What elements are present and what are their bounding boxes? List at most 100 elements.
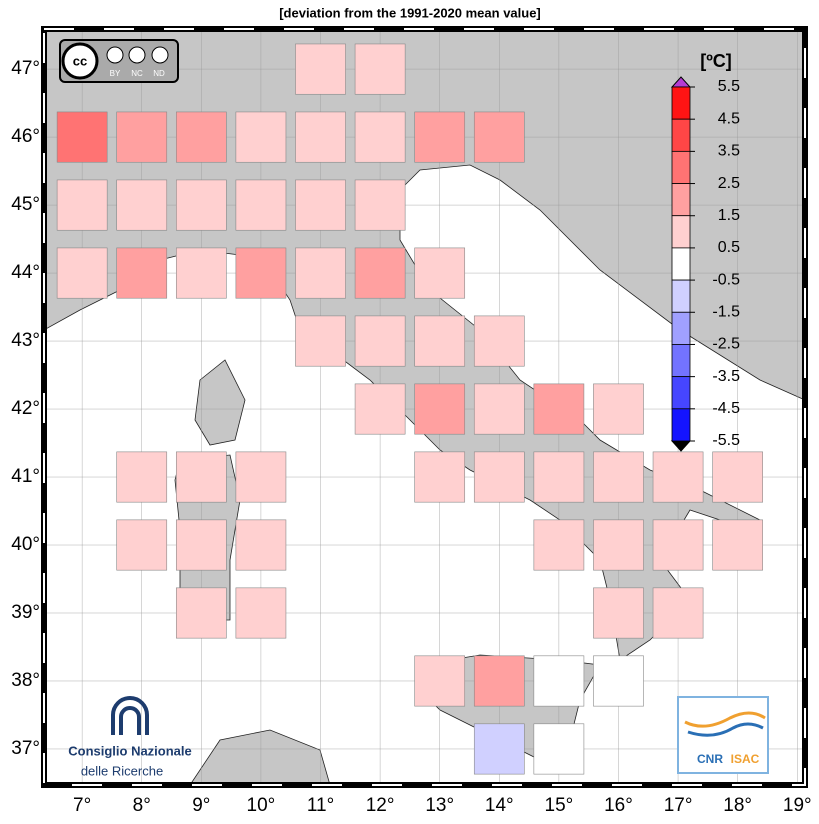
- svg-text:cc: cc: [73, 53, 87, 68]
- grid-cell: [652, 451, 704, 503]
- colorbar-swatch: [671, 150, 691, 184]
- grid-cell: [175, 587, 227, 639]
- colorbar-label: 3.5: [718, 143, 740, 160]
- x-tick-label: 7°: [73, 795, 91, 816]
- cc-label: ND: [153, 69, 165, 78]
- title: [deviation from the 1991-2020 mean value…: [279, 5, 541, 20]
- colorbar-swatch: [671, 118, 691, 152]
- y-tick-label: 39°: [11, 602, 40, 623]
- x-tick-label: 16°: [604, 795, 633, 816]
- x-tick-label: 9°: [192, 795, 210, 816]
- colorbar-swatch: [671, 247, 691, 281]
- grid-cell: [354, 179, 406, 231]
- y-tick-label: 38°: [11, 670, 40, 691]
- grid-cell: [295, 247, 346, 299]
- grid-cell: [414, 247, 466, 299]
- colorbar-swatch: [671, 376, 691, 410]
- colorbar-swatch: [671, 215, 691, 249]
- grid-cell: [473, 723, 525, 775]
- frame-stripes: [43, 28, 806, 786]
- grid-cell: [116, 111, 168, 163]
- colorbar-swatch: [671, 183, 691, 217]
- colorbar-label: 4.5: [718, 110, 740, 127]
- x-tick-label: 18°: [723, 795, 752, 816]
- x-tick-label: 12°: [366, 795, 395, 816]
- grid-cell: [56, 111, 108, 163]
- grid-cell: [414, 383, 466, 435]
- colorbar-label: 2.5: [718, 175, 740, 192]
- y-tick-label: 47°: [11, 58, 40, 79]
- grid-cell: [175, 519, 227, 571]
- cnr-logo: Consiglio Nazionale delle Ricerche: [68, 696, 192, 778]
- grid-cell: [533, 383, 585, 435]
- cc-label: NC: [131, 69, 143, 78]
- grid-cell: [652, 519, 704, 571]
- x-tick-label: 13°: [425, 795, 454, 816]
- y-tick-label: 46°: [11, 126, 40, 147]
- grid-cell: [175, 451, 227, 503]
- grid-cell: [593, 383, 644, 435]
- colorbar-swatch: [671, 408, 691, 442]
- colorbar-label: -0.5: [712, 271, 740, 288]
- logo-text: delle Ricerche: [81, 763, 163, 778]
- colorbar-unit: [ºC]: [700, 51, 732, 71]
- colorbar-label: 5.5: [718, 78, 740, 95]
- logo-text: ISAC: [731, 752, 760, 766]
- x-tick-label: 8°: [133, 795, 151, 816]
- grid-cell: [473, 111, 525, 163]
- grid-cell: [116, 179, 168, 231]
- colorbar-label: -4.5: [712, 400, 740, 417]
- grid-cell: [175, 247, 227, 299]
- y-tick-label: 40°: [11, 534, 40, 555]
- grid-cell: [295, 315, 346, 367]
- grid-cell: [295, 179, 346, 231]
- colorbar-swatch: [671, 86, 691, 120]
- cc-label: BY: [110, 69, 121, 78]
- x-tick-label: 10°: [247, 795, 276, 816]
- colorbar-label: 0.5: [718, 239, 740, 256]
- grid-cell: [235, 247, 287, 299]
- grid-cell: [414, 451, 466, 503]
- colorbar-swatch: [671, 279, 691, 313]
- grid-cell: [235, 179, 287, 231]
- colorbar-label: -3.5: [712, 368, 740, 385]
- grid-cell: [533, 723, 585, 775]
- grid-cell: [235, 451, 287, 503]
- grid-cell: [116, 247, 168, 299]
- colorbar-label: -2.5: [712, 336, 740, 353]
- grid-cell: [473, 655, 525, 707]
- grid-cell: [56, 247, 108, 299]
- colorbar-swatch: [671, 311, 691, 345]
- grid-cell: [175, 111, 227, 163]
- isac-logo: CNR ISAC: [677, 696, 769, 774]
- grid-cell: [533, 655, 585, 707]
- grid-cell: [652, 587, 704, 639]
- grid-cell: [593, 655, 644, 707]
- grid-cell: [533, 451, 585, 503]
- grid-cell: [354, 111, 406, 163]
- grid-cell: [295, 43, 346, 95]
- grid-cell: [175, 179, 227, 231]
- x-tick-label: 14°: [485, 795, 514, 816]
- y-tick-label: 41°: [11, 466, 40, 487]
- x-tick-label: 11°: [307, 795, 334, 816]
- grid-cell: [354, 247, 406, 299]
- y-tick-label: 45°: [11, 194, 40, 215]
- cc-logo: cc BY NC ND: [59, 39, 179, 83]
- grid-cell: [235, 587, 287, 639]
- grid-cell: [295, 111, 346, 163]
- colorbar-label: 1.5: [718, 207, 740, 224]
- grid-cell: [235, 519, 287, 571]
- grid-cell: [235, 111, 287, 163]
- grid-cell: [473, 315, 525, 367]
- grid-cell: [473, 383, 525, 435]
- logo-text: Consiglio Nazionale: [68, 743, 192, 758]
- y-tick-label: 43°: [11, 330, 40, 351]
- grid-cell: [593, 451, 644, 503]
- grid-cell: [354, 315, 406, 367]
- grid-cell: [712, 451, 763, 503]
- grid-cell: [473, 451, 525, 503]
- grid-cell: [116, 451, 168, 503]
- grid-cell: [354, 383, 406, 435]
